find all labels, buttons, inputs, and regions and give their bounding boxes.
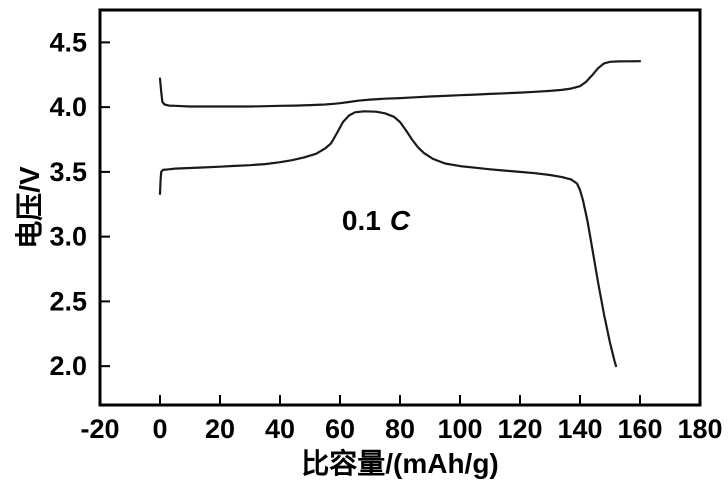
x-tick-label: 80 xyxy=(385,414,415,444)
plot-frame xyxy=(98,8,702,407)
y-tick-label: 3.5 xyxy=(49,157,87,187)
x-axis-title: 比容量/(mAh/g) xyxy=(301,447,499,479)
x-tick-label: 0 xyxy=(152,414,167,444)
rate-value: 0.1 xyxy=(342,205,381,236)
x-tick-label: 100 xyxy=(437,414,482,444)
y-tick-label: 2.5 xyxy=(49,286,87,316)
x-tick-label: 180 xyxy=(677,414,722,444)
x-tick-label: 160 xyxy=(617,414,662,444)
curve-discharge xyxy=(158,110,618,368)
x-tick-label: 140 xyxy=(557,414,602,444)
x-tick-label: 60 xyxy=(325,414,355,444)
x-tick-label: -20 xyxy=(80,414,119,444)
y-tick-label: 2.0 xyxy=(49,351,87,381)
y-tick-label: 4.5 xyxy=(49,27,87,57)
rate-symbol-c: C xyxy=(390,205,411,236)
y-tick-label: 3.0 xyxy=(49,222,87,252)
x-tick-label: 120 xyxy=(497,414,542,444)
y-axis-title: 电压/V xyxy=(14,166,45,249)
y-tick-label: 4.0 xyxy=(49,92,87,122)
curve-charge xyxy=(158,60,642,108)
rate-annotation: 0.1 C xyxy=(342,205,411,236)
x-tick-label: 40 xyxy=(265,414,295,444)
x-tick-label: 20 xyxy=(205,414,235,444)
